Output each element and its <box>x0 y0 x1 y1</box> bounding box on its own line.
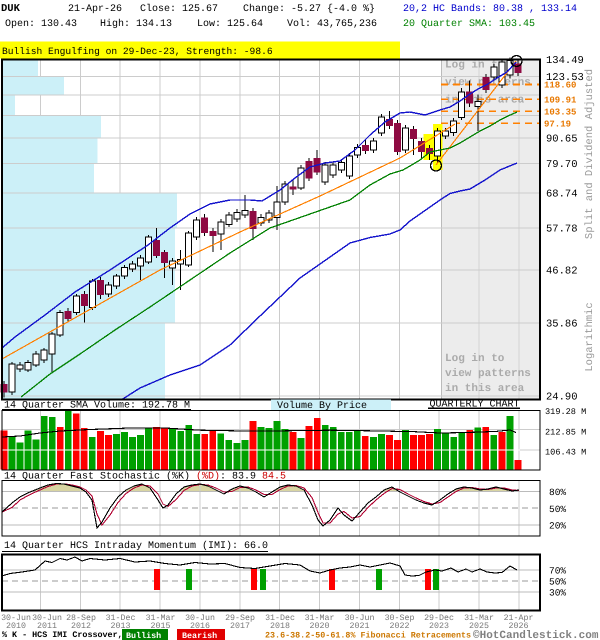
svg-text:28-Sep: 28-Sep <box>66 614 96 623</box>
svg-text:31-Dec: 31-Dec <box>265 614 295 623</box>
svg-text:79.70: 79.70 <box>546 159 578 171</box>
svg-text:High: 134.13: High: 134.13 <box>100 18 172 30</box>
svg-text:30-Jun: 30-Jun <box>185 614 215 623</box>
svg-text:Bullish Engulfing on 29-Dec-23: Bullish Engulfing on 29-Dec-23, Strength… <box>2 46 273 57</box>
svg-text:80%: 80% <box>549 487 566 498</box>
svg-text:Volume By Price: Volume By Price <box>277 400 367 412</box>
svg-text:103.35: 103.35 <box>544 107 576 117</box>
svg-text:35.86: 35.86 <box>546 319 578 331</box>
svg-text:23.6-38.2-50-61.8% Fibonacci R: 23.6-38.2-50-61.8% Fibonacci Retracement… <box>265 631 471 640</box>
svg-text:2020: 2020 <box>310 622 330 631</box>
svg-text:2022: 2022 <box>390 622 410 631</box>
svg-text:view patterns: view patterns <box>445 368 531 380</box>
svg-text:31-Mar: 31-Mar <box>305 614 335 623</box>
svg-text:Log in to: Log in to <box>445 60 505 72</box>
svg-text:in this area: in this area <box>445 383 525 395</box>
svg-text:31-Mar: 31-Mar <box>146 614 176 623</box>
svg-text:14 Quarter HCS Intraday Moment: 14 Quarter HCS Intraday Momentum (IMI): … <box>4 540 268 552</box>
svg-text:Bullish: Bullish <box>126 631 161 640</box>
svg-text:2026: 2026 <box>509 622 529 631</box>
svg-text:20,2 HC Bands: 80.38 , 133.14: 20,2 HC Bands: 80.38 , 133.14 <box>403 3 577 15</box>
svg-text:30-Jun: 30-Jun <box>345 614 375 623</box>
svg-text:30%: 30% <box>549 588 566 599</box>
svg-text:29-Dec: 29-Dec <box>424 614 454 623</box>
svg-text:Vol: 43,765,236: Vol: 43,765,236 <box>287 18 377 30</box>
svg-text:106.43 M: 106.43 M <box>545 448 586 458</box>
svg-text:Close: 125.67: Close: 125.67 <box>140 3 218 15</box>
svg-text:134.49: 134.49 <box>546 55 584 67</box>
svg-text:21-Apr-26: 21-Apr-26 <box>68 4 122 15</box>
svg-text:2025: 2025 <box>469 622 489 631</box>
svg-text:212.85 M: 212.85 M <box>545 428 586 438</box>
svg-text:70%: 70% <box>549 566 566 577</box>
svg-text:2023: 2023 <box>429 622 449 631</box>
svg-text:319.28 M: 319.28 M <box>545 407 586 417</box>
svg-text:2021: 2021 <box>350 622 370 631</box>
svg-text:30-Jun: 30-Jun <box>32 614 62 623</box>
svg-text:©HotCandlestick.com: ©HotCandlestick.com <box>473 630 599 640</box>
svg-text:2018: 2018 <box>270 622 290 631</box>
svg-text:% K - HCS IMI Crossover,: % K - HCS IMI Crossover, <box>2 630 123 640</box>
svg-text:46.82: 46.82 <box>546 265 578 277</box>
svg-text:2011: 2011 <box>37 622 57 631</box>
svg-text:14 Quarter Fast Stochastic (%K: 14 Quarter Fast Stochastic (%K) <box>4 471 190 483</box>
svg-text:14 Quarter SMA Volume: 192.78: 14 Quarter SMA Volume: 192.78 M <box>4 400 190 412</box>
svg-text:123.53: 123.53 <box>546 72 584 84</box>
svg-text:50%: 50% <box>549 577 566 588</box>
svg-text:: 83.9: : 83.9 <box>220 472 256 483</box>
svg-text:24.90: 24.90 <box>546 391 578 403</box>
svg-text:Low: 125.64: Low: 125.64 <box>197 19 263 30</box>
svg-text:21-Apr: 21-Apr <box>504 614 534 623</box>
svg-text:Open: 130.43: Open: 130.43 <box>5 19 77 30</box>
svg-text:Logarithmic: Logarithmic <box>584 302 596 371</box>
svg-text:in this area: in this area <box>445 95 525 107</box>
svg-text:30-Sep: 30-Sep <box>385 614 415 623</box>
svg-text:Split and Dividend Adjusted: Split and Dividend Adjusted <box>584 69 596 239</box>
svg-text:90.65: 90.65 <box>546 134 578 146</box>
svg-text:30-Jun: 30-Jun <box>1 614 31 623</box>
svg-text:31-Mar: 31-Mar <box>464 614 494 623</box>
svg-text:50%: 50% <box>549 504 566 515</box>
svg-text:31-Dec: 31-Dec <box>106 614 136 623</box>
svg-text:68.74: 68.74 <box>546 189 578 201</box>
svg-text:118.60: 118.60 <box>544 81 576 91</box>
svg-text:109.91: 109.91 <box>544 95 577 105</box>
svg-text:20%: 20% <box>549 520 566 531</box>
svg-text:2015: 2015 <box>151 622 171 631</box>
svg-text:QUARTERLY CHART: QUARTERLY CHART <box>430 400 520 411</box>
svg-text:Log in to: Log in to <box>445 353 505 365</box>
svg-text:2010: 2010 <box>6 622 26 631</box>
svg-text:2012: 2012 <box>71 622 91 631</box>
svg-text:DUK: DUK <box>1 3 21 15</box>
svg-text:2016: 2016 <box>190 622 210 631</box>
svg-text:84.5: 84.5 <box>262 472 286 483</box>
svg-text:(%D): (%D) <box>196 471 220 483</box>
svg-text:2017: 2017 <box>230 622 250 631</box>
svg-text:57.78: 57.78 <box>546 223 578 235</box>
svg-text:Change: -5.27 {-4.0 %}: Change: -5.27 {-4.0 %} <box>243 3 375 15</box>
svg-text:20 Quarter SMA: 103.45: 20 Quarter SMA: 103.45 <box>403 19 535 30</box>
svg-text:29-Sep: 29-Sep <box>225 614 255 623</box>
svg-text:2013: 2013 <box>111 622 131 631</box>
svg-text:Bearish: Bearish <box>182 631 217 640</box>
svg-text:97.19: 97.19 <box>544 119 571 129</box>
